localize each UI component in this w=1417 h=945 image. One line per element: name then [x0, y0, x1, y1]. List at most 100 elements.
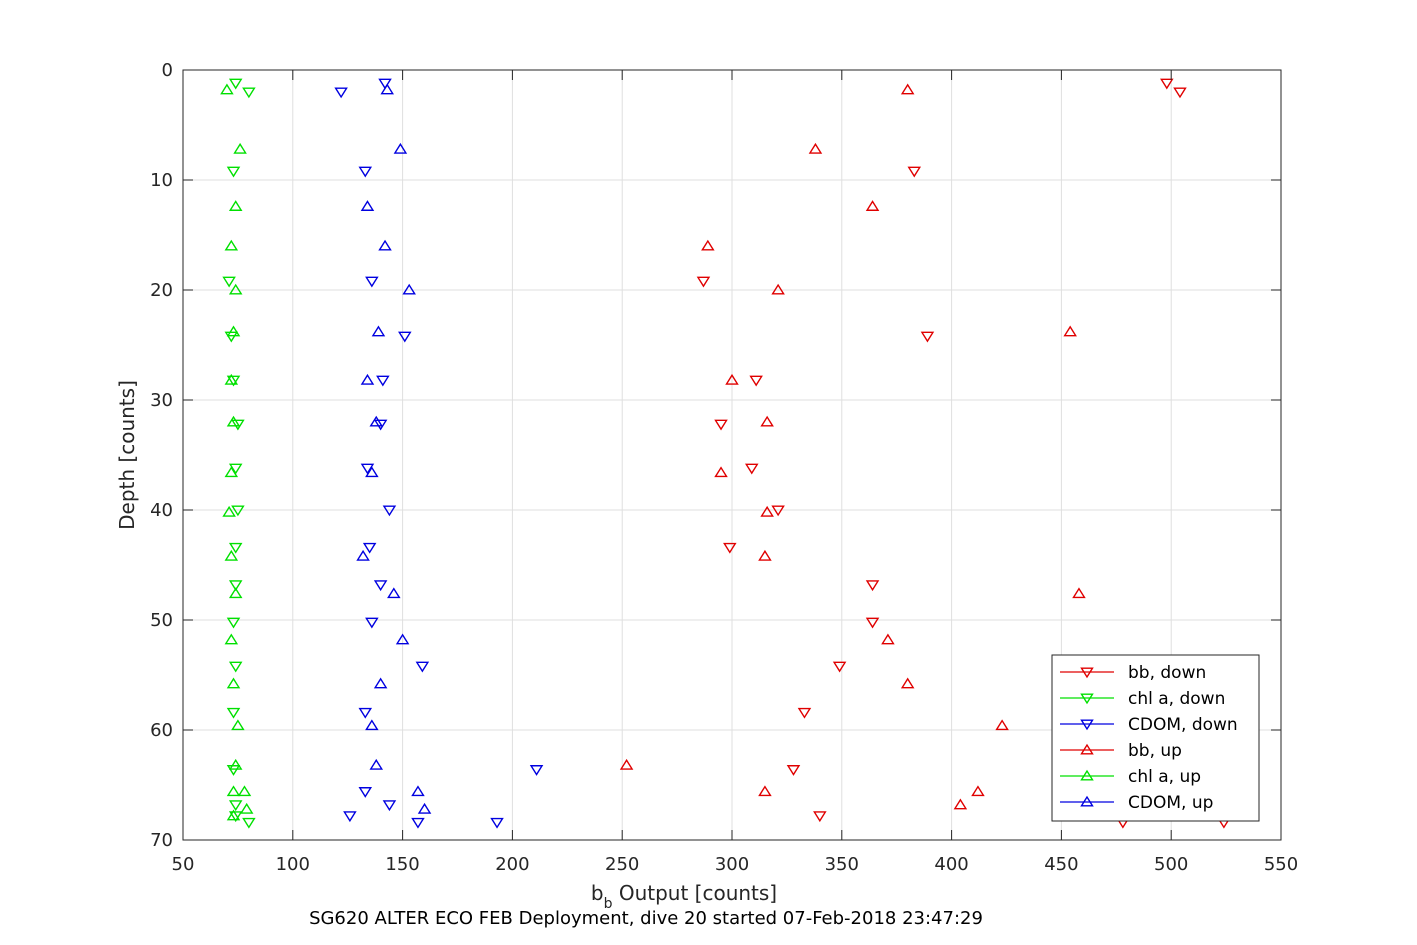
data-point-series-5	[373, 677, 388, 689]
x-axis-label-b: b	[591, 881, 604, 905]
data-point-series-4	[224, 373, 239, 385]
x-axis-label: bb Output [counts]	[591, 881, 777, 912]
data-point-series-4	[228, 283, 243, 295]
data-point-series-5	[369, 758, 384, 770]
data-point-series-4	[228, 200, 243, 211]
x-tick-label: 200	[495, 854, 529, 875]
legend-label: chl a, down	[1128, 689, 1225, 709]
data-point-series-0	[723, 542, 737, 554]
data-point-series-3	[760, 505, 774, 517]
data-point-series-4	[239, 802, 254, 814]
data-point-series-1	[228, 463, 243, 475]
y-tick-label: 30	[150, 390, 173, 411]
data-point-series-3	[758, 549, 772, 561]
data-point-series-4	[226, 415, 241, 427]
data-point-series-3	[701, 239, 715, 251]
data-point-series-5	[371, 325, 386, 337]
data-point-series-3	[995, 719, 1009, 731]
legend-marker	[1080, 719, 1094, 731]
data-point-series-3	[1063, 325, 1077, 337]
legend-label: bb, down	[1128, 663, 1206, 683]
data-point-series-2	[490, 817, 504, 829]
data-point-series-0	[1173, 87, 1187, 99]
data-point-series-1	[226, 617, 241, 629]
data-point-series-3	[900, 83, 915, 95]
figure-caption: SG620 ALTER ECO FEB Deployment, dive 20 …	[309, 908, 983, 929]
data-point-series-5	[380, 83, 394, 95]
data-point-series-3	[808, 142, 823, 154]
data-point-series-1	[231, 505, 245, 517]
data-point-series-1	[224, 331, 239, 343]
data-point-series-2	[398, 331, 412, 343]
data-point-series-1	[242, 87, 256, 99]
legend-marker	[1080, 795, 1094, 807]
x-tick-label: 400	[934, 854, 968, 875]
data-point-series-2	[415, 661, 430, 673]
data-point-series-2	[373, 580, 388, 592]
data-point-series-2	[343, 811, 357, 823]
data-point-series-0	[749, 375, 763, 387]
data-point-series-1	[226, 166, 241, 178]
data-point-series-5	[356, 549, 370, 561]
data-point-series-1	[231, 419, 245, 431]
data-point-series-5	[378, 239, 392, 251]
data-point-series-1	[226, 375, 241, 387]
data-point-series-4	[226, 785, 241, 797]
data-point-series-2	[376, 375, 390, 387]
data-point-series-5	[417, 802, 432, 814]
data-point-series-2	[411, 817, 425, 829]
data-point-series-4	[226, 677, 241, 689]
data-point-series-2	[365, 276, 379, 288]
x-tick-label: 450	[1044, 854, 1078, 875]
data-point-series-0	[696, 276, 711, 288]
data-point-series-1	[226, 765, 241, 776]
data-point-series-0	[786, 765, 801, 776]
x-tick-label: 50	[172, 854, 195, 875]
data-point-series-5	[369, 415, 384, 427]
data-point-series-3	[758, 785, 772, 797]
data-point-series-0	[813, 811, 827, 823]
data-point-series-3	[771, 283, 785, 295]
data-point-series-0	[832, 661, 847, 673]
y-axis-ticks: 0 10 20 30 40 50 60 70	[150, 60, 1281, 851]
data-point-series-0	[907, 166, 922, 178]
y-tick-label: 70	[150, 830, 173, 851]
data-point-series-1	[228, 661, 243, 673]
data-point-series-1	[228, 800, 243, 812]
data-point-series-3	[865, 200, 880, 211]
data-point-series-2	[360, 463, 375, 475]
data-point-series-4	[224, 633, 239, 645]
data-point-series-0	[920, 331, 935, 343]
data-point-series-0	[865, 580, 880, 592]
data-point-series-3	[1072, 587, 1086, 599]
legend-marker	[1080, 693, 1094, 705]
y-tick-label: 20	[150, 280, 173, 301]
x-tick-label: 500	[1154, 854, 1188, 875]
data-point-series-3	[953, 798, 968, 810]
data-point-series-3	[900, 677, 915, 689]
x-axis-label-subscript: b	[604, 896, 613, 912]
data-point-series-2	[334, 87, 348, 99]
data-point-series-1	[222, 276, 236, 288]
data-point-series-5	[365, 719, 379, 731]
data-point-series-0	[797, 707, 812, 719]
data-point-series-0	[771, 505, 785, 517]
data-point-series-2	[358, 787, 373, 798]
data-point-series-1	[228, 78, 243, 90]
data-point-series-5	[393, 142, 408, 154]
legend-label: CDOM, up	[1128, 793, 1213, 813]
legend-box	[1051, 654, 1260, 822]
data-point-series-2	[358, 166, 373, 178]
data-point-series-5	[360, 200, 375, 211]
y-tick-label: 40	[150, 500, 173, 521]
data-point-series-4	[228, 758, 243, 770]
x-tick-label: 350	[825, 854, 859, 875]
data-point-series-4	[224, 466, 239, 478]
legend-marker	[1080, 743, 1094, 755]
data-point-series-3	[619, 758, 634, 770]
data-point-series-4	[231, 719, 245, 731]
legend-label: bb, up	[1128, 741, 1182, 761]
legend-marker	[1080, 667, 1094, 679]
data-point-series-5	[365, 466, 379, 478]
data-point-series-2	[529, 765, 544, 776]
